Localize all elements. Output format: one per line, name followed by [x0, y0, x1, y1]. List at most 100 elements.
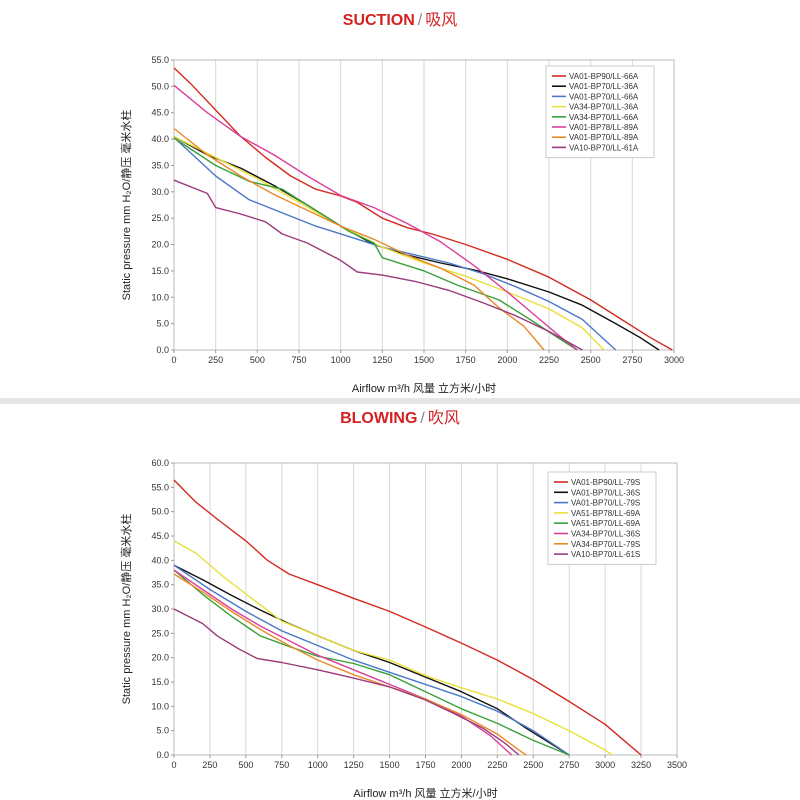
x-tick-label: 2750: [622, 355, 642, 365]
y-axis-label: Static pressure mm H₂O/静压 毫米水柱: [119, 110, 133, 301]
legend-label: VA34-BP70/LL-36S: [571, 530, 640, 539]
chart-title: SUCTION / 吸风: [0, 6, 800, 30]
legend-label: VA34-BP70/LL-36A: [569, 103, 639, 112]
legend-label: VA34-BP70/LL-66A: [569, 113, 639, 122]
y-tick-label: 60.0: [151, 458, 169, 468]
series-group: [173, 67, 673, 351]
legend-label: VA01-BP90/LL-79S: [571, 478, 640, 487]
x-tick-label: 250: [208, 355, 223, 365]
series-group: [173, 479, 642, 756]
y-tick-label: 5.0: [156, 726, 169, 736]
title-cn: 吹风: [427, 410, 460, 427]
title-separator: /: [420, 410, 425, 427]
series-line-5: [173, 569, 570, 756]
y-tick-label: 45.0: [151, 108, 169, 118]
legend-label: VA34-BP70/LL-79S: [571, 540, 640, 549]
y-axis: 0.0 5.0 10.0 15.0 20.0 25.0 30.0 35.0 40.0 45.0 50…: [151, 458, 174, 760]
y-tick-label: 45.0: [151, 531, 169, 541]
x-tick-label: 2000: [497, 355, 517, 365]
x-tick-label: 3000: [664, 355, 684, 365]
x-axis: 0 250 500 750 1000 1250 1500 1750 2000 2250 2500 27…: [171, 350, 684, 365]
panel-divider: [0, 398, 800, 404]
blowing-chart: 0.0 5.0 10.0 15.0 20.0 25.0 30.0 35.0 40.0 45.0 50…: [119, 458, 687, 800]
x-tick-label: 750: [291, 355, 306, 365]
x-tick-label: 2250: [539, 355, 559, 365]
series-line-2: [173, 564, 570, 756]
legend-label: VA51-BP70/LL-69A: [571, 519, 641, 528]
x-tick-label: 1500: [380, 760, 400, 770]
legend-label: VA01-BP70/LL-79S: [571, 499, 640, 508]
x-tick-label: 1250: [372, 355, 392, 365]
y-tick-label: 10.0: [151, 701, 169, 711]
legend-box: [545, 65, 655, 159]
x-tick-label: 3500: [667, 760, 687, 770]
x-tick-label: 2500: [523, 760, 543, 770]
y-tick-label: 40.0: [151, 134, 169, 144]
series-line-3: [173, 564, 570, 756]
y-tick-label: 50.0: [151, 81, 169, 91]
series-line-5: [173, 137, 578, 351]
y-tick-label: 25.0: [151, 213, 169, 223]
suction-panel: SUCTION / 吸风 0.0 5.0 10.0 15.0 20.0 25.0 30.0 35.…: [0, 6, 800, 395]
title-en: SUCTION: [342, 12, 415, 29]
y-tick-label: 15.0: [151, 677, 169, 687]
legend-label: VA01-BP70/LL-89A: [569, 133, 639, 142]
x-tick-label: 3000: [595, 760, 615, 770]
x-axis-label: Airflow m³/h 风量 立方米/小时: [353, 786, 497, 800]
x-tick-label: 1500: [414, 355, 434, 365]
x-tick-label: 0: [171, 760, 176, 770]
legend-box: [547, 471, 657, 565]
series-line-1: [173, 479, 642, 756]
legend-label: VA01-BP90/LL-66A: [569, 72, 639, 81]
y-tick-label: 15.0: [151, 266, 169, 276]
x-tick-label: 1000: [331, 355, 351, 365]
y-tick-label: 55.0: [151, 482, 169, 492]
legend-label: VA01-BP70/LL-36S: [571, 488, 640, 497]
series-line-6: [173, 84, 578, 351]
x-tick-label: 2500: [581, 355, 601, 365]
series-line-4: [173, 135, 605, 351]
y-tick-label: 20.0: [151, 240, 169, 250]
legend: VA01-BP90/LL-66AVA01-BP70/LL-36AVA01-BP7…: [545, 65, 655, 159]
y-tick-label: 30.0: [151, 604, 169, 614]
y-tick-label: 20.0: [151, 653, 169, 663]
legend-label: VA01-BP78/LL-89A: [569, 123, 639, 132]
title-separator: /: [417, 12, 423, 29]
x-tick-label: 250: [202, 760, 217, 770]
x-tick-label: 2750: [559, 760, 579, 770]
x-tick-label: 750: [274, 760, 289, 770]
y-axis-label: Static pressure mm H₂O/静压 毫米水柱: [119, 514, 133, 705]
y-tick-label: 35.0: [151, 580, 169, 590]
legend-label: VA10-BP70/LL-61S: [571, 550, 640, 559]
x-axis-label: Airflow m³/h 风量 立方米/小时: [352, 381, 496, 395]
blowing-panel: BLOWING / 吹风 0.0 5.0 10.0 15.0 20.0 25.0 30.0 35.…: [0, 400, 800, 800]
x-tick-label: 2250: [487, 760, 507, 770]
series-line-7: [173, 127, 545, 351]
series-line-8: [173, 179, 583, 351]
x-tick-label: 1250: [344, 760, 364, 770]
x-tick-label: 1000: [308, 760, 328, 770]
y-axis: 0.0 5.0 10.0 15.0 20.0 25.0 30.0 35.0 40.0 45.0 50…: [151, 55, 174, 355]
x-tick-label: 3250: [631, 760, 651, 770]
y-tick-label: 30.0: [151, 187, 169, 197]
x-tick-label: 2000: [451, 760, 471, 770]
y-tick-label: 25.0: [151, 628, 169, 638]
series-line-7: [173, 573, 527, 756]
y-tick-label: 0.0: [156, 345, 169, 355]
y-tick-label: 10.0: [151, 292, 169, 302]
y-tick-label: 40.0: [151, 555, 169, 565]
legend-label: VA01-BP70/LL-66A: [569, 92, 639, 101]
y-tick-label: 0.0: [156, 750, 169, 760]
title-en: BLOWING: [340, 410, 418, 427]
legend-label: VA01-BP70/LL-36A: [569, 82, 639, 91]
y-tick-label: 50.0: [151, 507, 169, 517]
x-axis: 0 250 500 750 1000 1250 1500 1750 2000 2250 2500 27…: [171, 755, 687, 770]
x-tick-label: 500: [250, 355, 265, 365]
x-tick-label: 500: [238, 760, 253, 770]
series-line-4: [173, 540, 613, 756]
y-tick-label: 35.0: [151, 160, 169, 170]
y-tick-label: 55.0: [151, 55, 169, 65]
x-tick-label: 0: [171, 355, 176, 365]
title-cn: 吸风: [425, 12, 458, 29]
